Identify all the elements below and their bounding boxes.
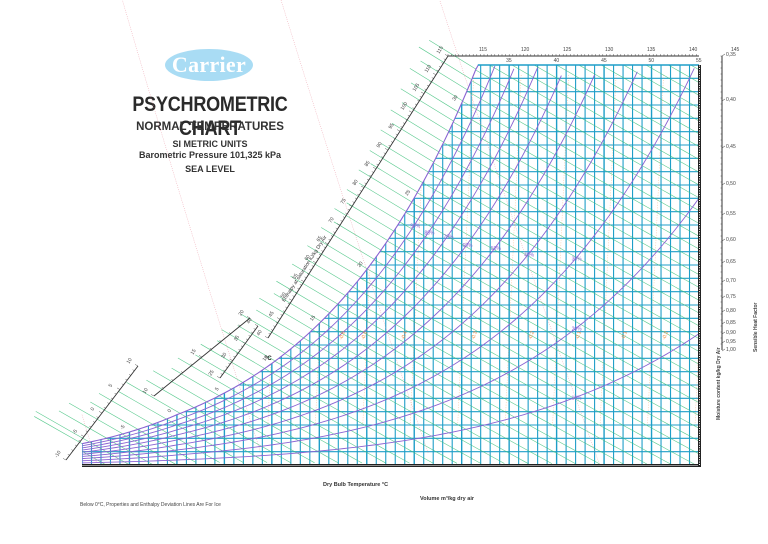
svg-text:-0.4: -0.4 (400, 330, 409, 340)
svg-text:0,85: 0,85 (726, 320, 736, 326)
svg-text:95: 95 (388, 122, 396, 130)
svg-text:-0.1: -0.1 (574, 330, 583, 340)
svg-text:60%: 60% (462, 243, 473, 249)
svg-text:50%: 50% (491, 246, 502, 252)
svg-text:0,90: 0,90 (726, 330, 736, 336)
svg-text:5: 5 (214, 386, 221, 392)
svg-text:90%: 90% (410, 223, 421, 229)
svg-text:5: 5 (108, 383, 115, 389)
svg-text:45: 45 (268, 310, 276, 318)
svg-text:20: 20 (238, 309, 246, 317)
svg-text:-0.3: -0.3 (470, 330, 479, 340)
volume-label: Volume m³/kg dry air (420, 496, 474, 502)
svg-text:25: 25 (208, 369, 216, 377)
svg-text:-5: -5 (72, 428, 80, 435)
brand-name: Carrier (171, 52, 247, 77)
svg-text:70: 70 (328, 216, 336, 224)
svg-text:0: 0 (90, 406, 97, 412)
svg-text:-0.6: -0.6 (338, 330, 347, 340)
svg-text:75: 75 (340, 197, 348, 205)
svg-text:-5: -5 (119, 424, 127, 431)
units-label: SI METRIC UNITS (172, 139, 248, 149)
pressure-label: Barometric Pressure 101,325 kPa (138, 150, 282, 160)
svg-text:0,55: 0,55 (726, 211, 736, 217)
svg-text:65: 65 (316, 235, 324, 243)
svg-text:35: 35 (506, 58, 512, 64)
svg-text:-0.1: -0.1 (620, 330, 629, 340)
svg-text:10%: 10% (572, 395, 583, 401)
svg-text:40%: 40% (524, 252, 535, 258)
svg-text:0,75: 0,75 (726, 294, 736, 300)
svg-text:15: 15 (190, 348, 198, 356)
footnote: Below 0°C, Properties and Enthalpy Devia… (80, 502, 221, 508)
svg-text:0: 0 (167, 408, 174, 414)
y-axis-label: Moisture content kg/kg Dry Air (716, 347, 722, 420)
svg-text:20%: 20% (572, 327, 583, 333)
svg-text:70%: 70% (443, 234, 454, 240)
svg-text:130: 130 (605, 47, 614, 53)
svg-text:0,50: 0,50 (726, 181, 736, 187)
relative-humidity-curves (81, 65, 700, 464)
svg-text:55: 55 (696, 58, 702, 64)
svg-text:20: 20 (356, 260, 364, 268)
svg-text:-10: -10 (54, 450, 63, 459)
svg-text:60: 60 (304, 254, 312, 262)
elevation-label: SEA LEVEL (185, 164, 235, 174)
svg-text:25: 25 (404, 189, 412, 197)
svg-text:145: 145 (731, 47, 740, 53)
svg-text:40: 40 (554, 58, 560, 64)
shf-label: Sensible Heat Factor (753, 302, 759, 352)
svg-text:90: 90 (376, 141, 384, 149)
svg-text:45: 45 (601, 58, 607, 64)
svg-text:30%: 30% (572, 257, 583, 263)
svg-text:135: 135 (647, 47, 656, 53)
svg-text:°C: °C (265, 356, 272, 362)
svg-text:120: 120 (521, 47, 530, 53)
svg-text:0,60: 0,60 (726, 237, 736, 243)
svg-text:55: 55 (292, 273, 300, 281)
chart-subtitle: NORMAL TEMPERATURES (136, 121, 284, 133)
svg-text:115: 115 (479, 47, 487, 53)
x-axis-label: Dry Bulb Temperature °C (323, 482, 389, 488)
svg-text:0,65: 0,65 (726, 259, 736, 265)
svg-text:50: 50 (649, 58, 655, 64)
svg-text:0,95: 0,95 (726, 339, 736, 345)
svg-text:100: 100 (400, 101, 410, 111)
svg-text:0,80: 0,80 (726, 308, 736, 314)
chart-title: PSYCHROMETRIC CHART (132, 93, 288, 140)
svg-text:10: 10 (142, 387, 150, 395)
svg-text:-0.2: -0.2 (527, 330, 536, 340)
svg-text:0,40: 0,40 (726, 97, 736, 103)
svg-text:125: 125 (563, 47, 572, 53)
svg-text:10: 10 (262, 354, 270, 362)
svg-text:0,70: 0,70 (726, 278, 736, 284)
svg-text:1,00: 1,00 (726, 347, 736, 353)
svg-text:80: 80 (352, 179, 360, 187)
svg-text:80%: 80% (424, 230, 435, 236)
svg-text:30: 30 (451, 94, 459, 102)
svg-text:30: 30 (220, 352, 228, 360)
svg-text:85: 85 (364, 160, 372, 168)
svg-text:110: 110 (424, 64, 433, 74)
svg-text:50: 50 (280, 291, 288, 299)
svg-text:15: 15 (309, 314, 317, 322)
svg-text:10: 10 (126, 357, 134, 365)
svg-text:140: 140 (689, 47, 698, 53)
svg-text:0,35: 0,35 (726, 52, 736, 58)
svg-text:0,45: 0,45 (726, 144, 736, 150)
svg-text:115: 115 (436, 45, 445, 55)
svg-text:40: 40 (246, 317, 254, 325)
svg-text:35: 35 (233, 334, 241, 342)
svg-text:-0.5: -0.5 (360, 330, 369, 340)
svg-text:-0.2: -0.2 (661, 330, 670, 340)
svg-text:40: 40 (256, 329, 264, 337)
carrier-logo: Carrier (165, 49, 253, 81)
saturation-curve (81, 64, 479, 445)
svg-text:105: 105 (412, 82, 422, 92)
